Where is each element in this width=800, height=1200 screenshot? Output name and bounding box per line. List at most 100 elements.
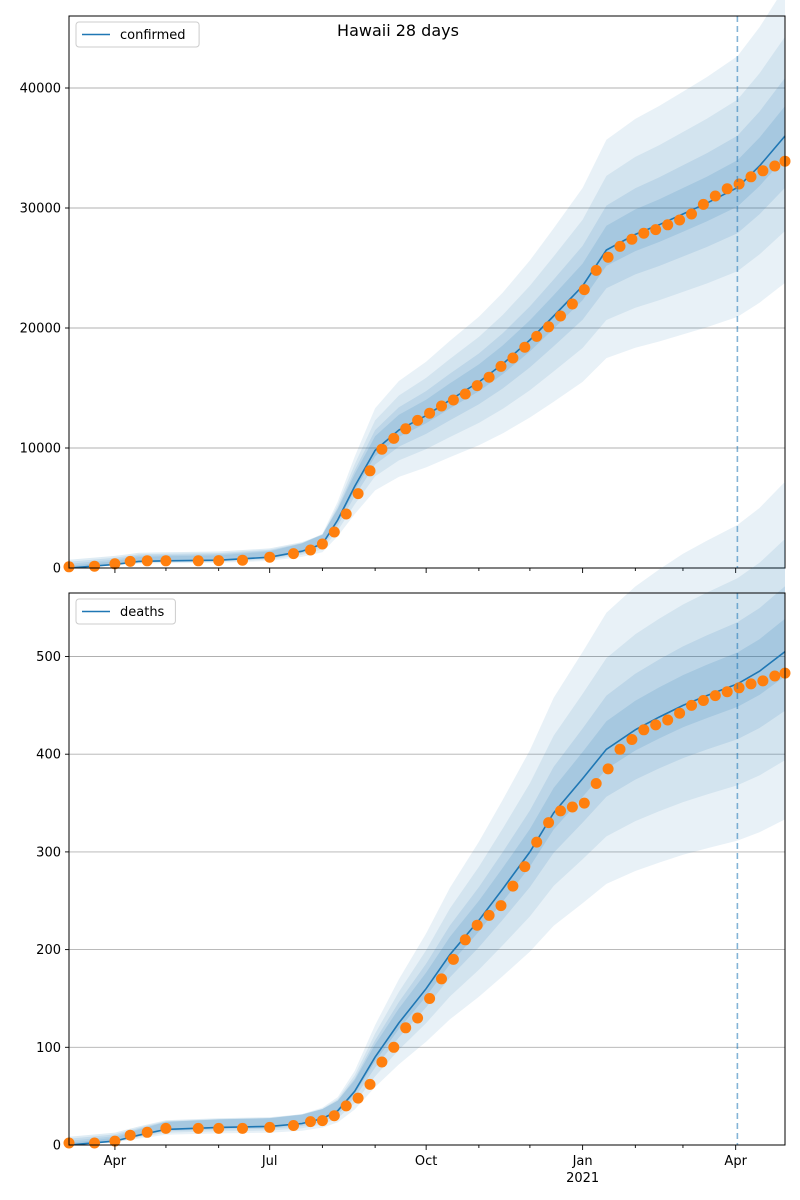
observed-point	[388, 432, 400, 444]
observed-point	[769, 160, 781, 172]
y-tick-label: 200	[36, 943, 61, 958]
observed-point	[697, 695, 709, 706]
observed-point	[471, 380, 483, 392]
observed-point	[686, 699, 697, 711]
observed-point	[614, 743, 626, 755]
uncertainty-band	[69, 586, 785, 1145]
y-tick-label: 500	[36, 650, 61, 665]
observed-point	[412, 1012, 424, 1024]
observed-point	[447, 953, 459, 965]
observed-point	[686, 208, 697, 220]
observed-point	[626, 233, 638, 245]
observed-point	[733, 682, 745, 694]
uncertainty-band	[69, 0, 785, 568]
observed-point	[288, 1120, 299, 1131]
observed-point	[769, 670, 781, 682]
observed-point	[400, 1022, 412, 1034]
y-tick-label: 0	[53, 562, 61, 577]
observed-point	[757, 675, 769, 687]
y-tick-label: 20000	[20, 322, 61, 337]
observed-point	[650, 719, 662, 731]
observed-point	[160, 555, 172, 567]
y-tick-label: 0	[53, 1139, 61, 1154]
observed-point	[288, 548, 299, 560]
observed-point	[578, 284, 590, 296]
observed-point	[602, 251, 614, 263]
observed-point	[141, 555, 153, 567]
observed-point	[543, 321, 555, 333]
observed-point	[566, 298, 578, 310]
y-tick-label: 40000	[20, 82, 61, 97]
observed-point	[364, 465, 376, 477]
observed-point	[192, 1122, 204, 1134]
y-tick-label: 400	[36, 748, 61, 763]
observed-point	[141, 1126, 153, 1138]
x-year-label: 2021	[566, 1171, 599, 1186]
observed-point	[495, 360, 507, 372]
observed-point	[160, 1122, 172, 1134]
observed-point	[733, 178, 745, 190]
observed-point	[614, 240, 626, 252]
observed-point	[424, 993, 436, 1004]
observed-point	[709, 690, 721, 702]
y-tick-label: 300	[36, 845, 61, 860]
x-tick-label: Oct	[415, 1154, 437, 1169]
observed-point	[213, 1122, 225, 1134]
observed-point	[662, 219, 674, 231]
observed-point	[674, 214, 686, 226]
observed-point	[638, 227, 650, 239]
x-tick-label: Jul	[261, 1154, 278, 1169]
observed-point	[543, 817, 555, 829]
y-tick-label: 30000	[20, 202, 61, 217]
observed-point	[721, 183, 733, 195]
observed-point	[757, 165, 769, 177]
observed-point	[124, 1129, 136, 1141]
observed-point	[566, 801, 578, 813]
observed-point	[471, 919, 483, 931]
observed-point	[531, 836, 543, 848]
observed-point	[674, 707, 686, 719]
y-tick-label: 100	[36, 1041, 61, 1056]
legend-box	[75, 598, 176, 625]
observed-point	[626, 734, 638, 745]
observed-point	[507, 880, 519, 892]
observed-point	[109, 558, 121, 570]
confirmed-panel: 0 10000 20000 30000 40000 confirmed	[20, 0, 791, 577]
legend: confirmed	[75, 21, 200, 48]
observed-point	[192, 555, 204, 567]
observed-point	[555, 805, 566, 817]
observed-point	[531, 330, 543, 342]
observed-point	[89, 560, 100, 572]
observed-point	[213, 555, 225, 567]
model-line	[68, 650, 786, 1146]
observed-point	[237, 554, 248, 566]
observed-point	[352, 1092, 364, 1104]
observed-point	[264, 551, 276, 563]
observed-point	[697, 198, 709, 210]
observed-point	[519, 341, 531, 353]
observed-point	[638, 724, 650, 736]
axes-frame	[68, 15, 786, 569]
observed-point	[436, 973, 447, 985]
observed-point	[495, 900, 507, 912]
observed-point	[590, 264, 602, 276]
observed-point	[376, 1056, 388, 1068]
observed-point	[328, 1110, 340, 1122]
legend: deaths	[75, 598, 176, 625]
observed-point	[459, 934, 471, 946]
observed-point	[578, 797, 590, 809]
x-tick-label: Jan	[572, 1154, 593, 1169]
legend-box	[75, 21, 200, 48]
observed-point	[316, 1115, 328, 1127]
observed-point	[328, 526, 340, 538]
legend-label: deaths	[120, 605, 165, 620]
observed-point	[412, 414, 424, 426]
observed-point	[237, 1122, 248, 1134]
observed-point	[364, 1078, 376, 1090]
uncertainty-band	[69, 481, 785, 1145]
observed-point	[376, 443, 388, 455]
observed-point	[602, 763, 614, 775]
observed-point	[305, 544, 316, 556]
observed-point	[340, 1100, 352, 1112]
